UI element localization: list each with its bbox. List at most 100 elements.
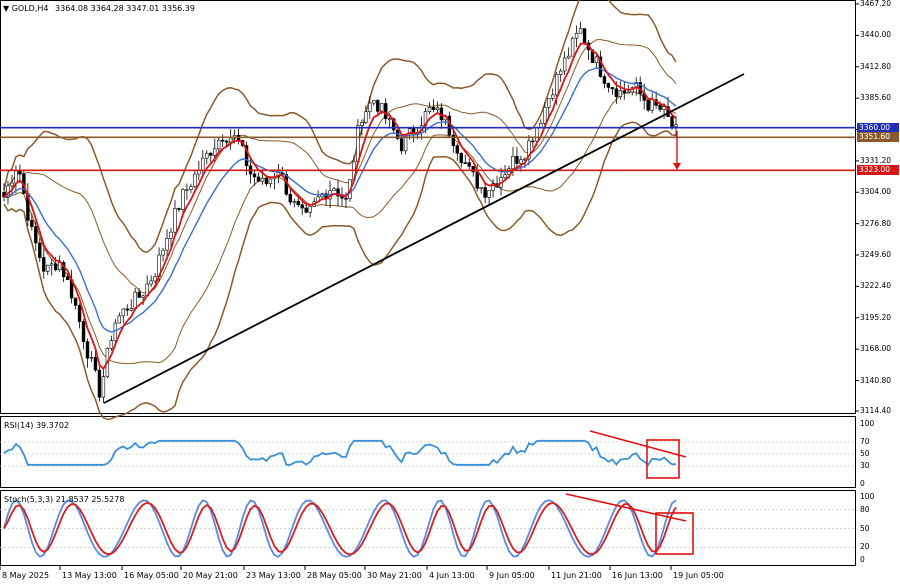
rsi-axis-label: 30 (860, 461, 870, 470)
candle-body (551, 94, 555, 99)
dropdown-triangle-icon[interactable]: ▼ (3, 4, 10, 13)
candle-body (141, 295, 145, 298)
price-axis-label: 3276.80 (860, 218, 892, 228)
rsi-axis-label: 50 (860, 449, 870, 458)
candle-body (650, 99, 654, 111)
time-axis-label: 11 Jun 21:00 (551, 571, 602, 580)
price-tag: 3351.60 (857, 132, 899, 143)
candle-body (109, 340, 114, 349)
candle-body (268, 178, 273, 185)
candle-body (217, 139, 221, 150)
price-axis-label: 3331.20 (860, 155, 892, 165)
candle-body (189, 186, 193, 190)
candle-body (463, 162, 467, 164)
stoch-main-line (3, 498, 677, 558)
stoch-axis-label: 0 (860, 555, 865, 564)
candle-body (427, 107, 432, 112)
candle-body (201, 157, 205, 171)
candle-body (555, 74, 559, 96)
candle-body (515, 155, 519, 164)
ma-fast-line (3, 42, 677, 371)
horizontal-levels (0, 126, 855, 172)
candle-body (384, 103, 388, 120)
moving-averages (3, 42, 677, 371)
bollinger-inner-lower (3, 91, 677, 365)
candle-body (181, 189, 185, 210)
candle-body (622, 90, 627, 94)
candle-body (467, 162, 471, 167)
candle-body (527, 140, 531, 160)
candle-body (264, 177, 269, 185)
price-axis-label: 3114.40 (860, 406, 892, 415)
candle-body (81, 321, 86, 342)
candle-body (582, 28, 587, 44)
candle-body (471, 165, 475, 173)
price-axis-label: 3467.20 (860, 0, 892, 8)
time-axis-label: 13 May 13:00 (62, 571, 117, 580)
candle-body (169, 231, 173, 239)
candle-body (46, 264, 50, 272)
candle-body (455, 145, 460, 154)
price-axis-label: 3140.80 (860, 375, 892, 385)
stoch-axis-label: 100 (860, 492, 875, 501)
candle-body (73, 297, 78, 306)
candle-body (670, 116, 674, 127)
candle-body (93, 356, 98, 371)
candle-body (602, 76, 607, 84)
stoch-highlight-box (655, 512, 694, 555)
candle-body (487, 190, 491, 198)
candle-body (547, 97, 551, 108)
rsi-divergence-line (589, 430, 687, 458)
candle-body (161, 249, 165, 256)
stoch-divergence-line (565, 493, 687, 522)
rsi-line (3, 439, 677, 467)
candle-body (177, 208, 181, 210)
time-axis-label: 8 May 2025 (2, 571, 50, 580)
candle-body (153, 276, 157, 282)
candle-body (364, 111, 368, 123)
annotations (565, 131, 694, 555)
candle-body (30, 219, 34, 227)
candle-body (562, 57, 567, 72)
candle-body (543, 107, 547, 124)
time-axis-label: 16 May 05:00 (124, 571, 179, 580)
candle-body (606, 83, 611, 88)
candle-body (618, 90, 623, 97)
candle-body (519, 159, 523, 164)
price-axis-label: 3222.40 (860, 281, 892, 291)
bollinger-upper (3, 0, 677, 254)
candle-body (220, 139, 225, 142)
candle-body (574, 32, 579, 39)
candle-body (244, 145, 249, 167)
candle-body (205, 152, 209, 159)
candle-body (77, 305, 82, 322)
candle-body (113, 322, 118, 341)
candle-body (511, 155, 515, 169)
candle-body (133, 291, 137, 309)
rsi-axis-label: 70 (860, 437, 870, 446)
price-axis-label: 3412.80 (860, 61, 892, 71)
candle-body (674, 124, 678, 127)
candle-body (388, 118, 392, 121)
stoch-axis-label: 50 (860, 523, 870, 533)
candle-body (332, 188, 336, 192)
ohlc-values: 3364.08 3364.28 3347.01 3356.39 (55, 4, 195, 13)
time-axis-label: 9 Jun 05:00 (489, 571, 535, 580)
rsi-indicator (0, 439, 855, 467)
candle-body (503, 174, 507, 179)
time-axis-label: 28 May 05:00 (307, 571, 362, 580)
symbol-label: GOLD,H4 (11, 4, 49, 13)
candle-body (431, 107, 436, 110)
price-axis-label: 3168.00 (860, 344, 892, 354)
candle-body (368, 102, 372, 113)
candle-body (256, 176, 261, 182)
candle-body (34, 226, 38, 244)
price-axis-label: 3195.20 (860, 312, 892, 322)
time-axis-label: 30 May 21:00 (367, 571, 422, 580)
candle-body (391, 118, 396, 131)
stoch-axis-label: 80 (860, 504, 870, 514)
candle-body (61, 262, 66, 277)
candle-body (475, 171, 479, 189)
